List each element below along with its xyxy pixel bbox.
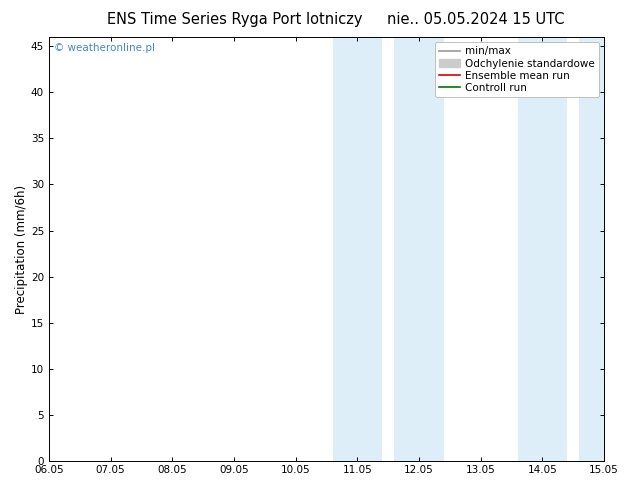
Y-axis label: Precipitation (mm/6h): Precipitation (mm/6h) bbox=[15, 184, 28, 314]
Text: © weatheronline.pl: © weatheronline.pl bbox=[55, 44, 155, 53]
Bar bbox=[518, 37, 567, 461]
Text: ENS Time Series Ryga Port lotniczy: ENS Time Series Ryga Port lotniczy bbox=[107, 12, 362, 27]
Legend: min/max, Odchylenie standardowe, Ensemble mean run, Controll run: min/max, Odchylenie standardowe, Ensembl… bbox=[435, 42, 599, 97]
Text: nie.. 05.05.2024 15 UTC: nie.. 05.05.2024 15 UTC bbox=[387, 12, 564, 27]
Bar bbox=[579, 37, 604, 461]
Bar bbox=[394, 37, 444, 461]
Bar bbox=[333, 37, 382, 461]
